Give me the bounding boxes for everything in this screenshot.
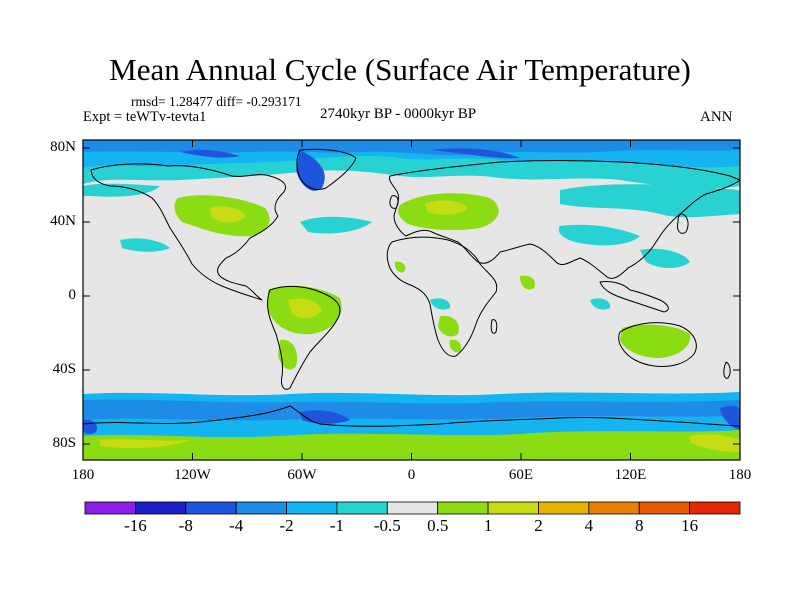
colorbar-swatch [134,501,187,515]
period-label: 2740kyr BP - 0000kyr BP [320,106,477,122]
colorbar-swatch [638,501,691,515]
colorbar-swatch [336,501,388,515]
lon-label-180w: 180 [71,467,95,483]
warming-anomalies [83,193,740,460]
colorbar-label: -4 [229,516,244,535]
lat-label-40s: 40S [52,361,76,377]
colorbar-label: 1 [483,516,493,535]
new-zealand-outline [723,361,731,379]
lon-label-60e: 60E [508,467,534,483]
lon-label-0: 0 [407,467,416,483]
north-america-outline [90,163,286,301]
colorbar-swatch [185,501,237,515]
south-america-outline [267,285,341,390]
colorbar-label: 0.5 [427,516,449,535]
season-label: ANN [700,109,733,125]
colorbar-label: 4 [584,516,594,535]
colorbar [84,501,741,515]
colorbar-label: -2 [279,516,294,535]
coastlines [83,148,740,427]
lat-label-40n: 40N [50,213,76,229]
plot-title: Mean Annual Cycle (Surface Air Temperatu… [109,52,691,87]
africa-outline [386,236,498,357]
colorbar-label: -0.5 [373,516,401,535]
colorbar-swatch [437,501,489,515]
colorbar-label: 16 [681,516,699,535]
lon-label-120e: 120E [614,467,647,483]
colorbar-swatch [538,501,590,515]
japan-outline [677,213,689,234]
experiment-label: Expt = teWTv-tevta1 [83,109,207,125]
cooling-anomalies [83,183,740,438]
lat-label-eq: 0 [68,287,77,303]
lon-label-120w: 120W [174,467,211,483]
lon-label-60w: 60W [287,467,317,483]
colorbar-swatch [84,501,136,515]
axis-ticks [83,140,740,460]
australia-outline [618,322,697,367]
colorbar-swatch [286,501,338,515]
colorbar-swatch [487,501,539,515]
lon-label-180e: 180 [728,467,752,483]
greenland-outline [296,148,357,191]
arctic-anomaly [83,140,740,191]
antarctica-outline [83,405,740,427]
colorbar-swatch [689,501,741,515]
maritime-continent-outline [599,281,669,313]
colorbar-label: -1 [329,516,344,535]
colorbar-swatch [235,501,287,515]
british-isles-outline [389,195,399,209]
colorbar-swatch [386,501,439,515]
map-plot-area [83,140,740,460]
lat-label-80s: 80S [52,435,76,451]
colorbar-label: 8 [634,516,644,535]
eurasia-outline [389,160,740,279]
colorbar-label: -16 [124,516,147,535]
lat-label-80n: 80N [50,139,76,155]
colorbar-label: 2 [534,516,543,535]
rmsd-diff-stats: rmsd= 1.28477 diff= -0.293171 [131,94,302,109]
colorbar-swatch [588,501,640,515]
colorbar-label: -8 [178,516,193,535]
madagascar-outline [490,319,498,334]
